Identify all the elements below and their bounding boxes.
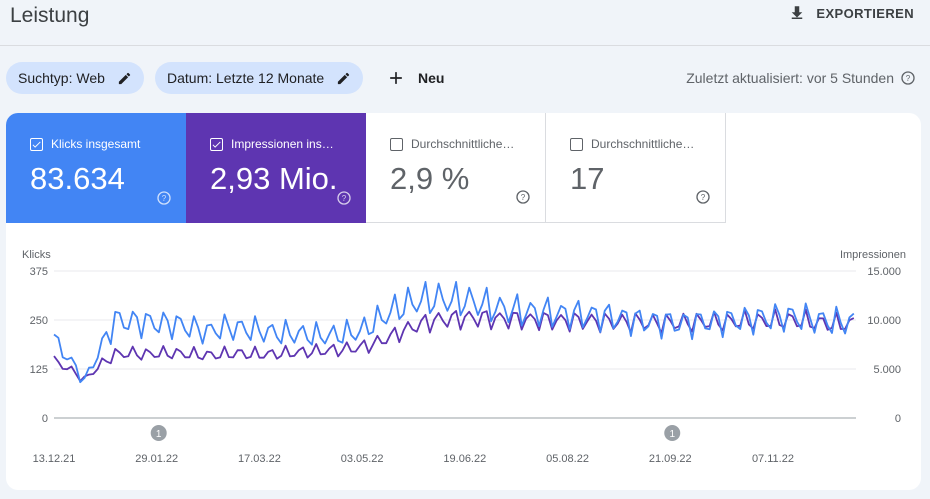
export-label: EXPORTIEREN <box>816 5 914 21</box>
date-filter-chip[interactable]: Datum: Letzte 12 Monate <box>155 62 364 94</box>
new-filter-label: Neu <box>418 70 445 86</box>
y-right-tick-label: 10.000 <box>867 315 901 327</box>
filter-bar: Suchtyp: Web Datum: Letzte 12 Monate Neu… <box>0 62 930 94</box>
x-tick-label: 21.09.22 <box>649 453 692 465</box>
help-icon[interactable]: ? <box>515 189 531 210</box>
svg-text:?: ? <box>701 193 706 202</box>
y-right-axis-title: Impressionen <box>840 249 906 261</box>
x-tick-label: 17.03.22 <box>238 453 281 465</box>
x-tick-label: 13.12.21 <box>33 453 76 465</box>
plus-icon <box>390 72 402 84</box>
performance-card: Klicks insgesamt 83.634 ? Impressionen i… <box>6 113 921 490</box>
last-updated-text: Zuletzt aktualisiert: vor 5 Stunden <box>686 70 894 86</box>
help-icon[interactable]: ? <box>900 70 916 86</box>
metric-label: Durchschnittliche… <box>411 137 515 151</box>
metric-label: Durchschnittliche… <box>591 137 695 151</box>
y-left-tick-label: 250 <box>30 315 48 327</box>
metric-value: 17 <box>570 161 605 196</box>
metric-label: Impressionen ins… <box>231 137 334 151</box>
y-left-tick-label: 375 <box>30 266 48 278</box>
pencil-icon[interactable] <box>117 71 132 86</box>
x-tick-label: 07.11.22 <box>752 453 794 465</box>
x-tick-label: 29.01.22 <box>135 453 178 465</box>
annotation-marker <box>664 425 681 441</box>
metric-value: 2,93 Mio. <box>210 161 338 196</box>
y-left-axis-title: Klicks <box>22 249 51 261</box>
help-icon[interactable]: ? <box>695 189 711 210</box>
pencil-icon[interactable] <box>336 71 351 86</box>
y-left-tick-label: 125 <box>30 364 48 376</box>
annotation-label: 1 <box>669 429 675 440</box>
metric-card-impressions[interactable]: Impressionen ins… 2,93 Mio. ? <box>186 113 366 223</box>
metric-card-ctr[interactable]: Durchschnittliche… 2,9 % ? <box>366 113 546 223</box>
metric-value: 83.634 <box>30 161 125 196</box>
export-button[interactable]: EXPORTIEREN <box>788 4 914 22</box>
annotation-marker <box>150 425 167 441</box>
search-type-filter-chip[interactable]: Suchtyp: Web <box>6 62 144 94</box>
metric-value: 2,9 % <box>390 161 470 196</box>
svg-text:?: ? <box>342 194 347 203</box>
svg-text:?: ? <box>162 194 167 203</box>
x-tick-label: 05.08.22 <box>546 453 589 465</box>
y-right-tick-label: 0 <box>895 413 901 425</box>
y-right-tick-label: 15.000 <box>867 266 901 278</box>
svg-text:?: ? <box>521 193 526 202</box>
download-icon <box>792 6 803 19</box>
checkbox-checked-icon[interactable] <box>210 137 223 151</box>
metric-card-position[interactable]: Durchschnittliche… 17 ? <box>546 113 726 223</box>
annotation-label: 1 <box>156 429 162 440</box>
last-updated-info: Zuletzt aktualisiert: vor 5 Stunden ? <box>686 62 916 94</box>
series-line-clicks <box>53 281 855 384</box>
page-title: Leistung <box>10 4 90 27</box>
performance-chart: Klicks Impressionen 375 15.000 250 10.000 125 5… <box>22 249 906 465</box>
checkbox-unchecked-icon[interactable] <box>390 137 403 151</box>
help-icon[interactable]: ? <box>336 190 352 211</box>
y-right-tick-label: 5.000 <box>873 364 901 376</box>
checkbox-unchecked-icon[interactable] <box>570 137 583 151</box>
help-icon[interactable]: ? <box>156 190 172 211</box>
svg-text:?: ? <box>906 74 911 83</box>
page-header: Leistung EXPORTIEREN <box>0 0 930 46</box>
search-type-label: Suchtyp: Web <box>18 70 105 86</box>
new-filter-button[interactable]: Neu <box>386 62 444 94</box>
x-tick-label: 19.06.22 <box>443 453 486 465</box>
checkbox-checked-icon[interactable] <box>30 137 43 151</box>
x-tick-label: 03.05.22 <box>341 453 384 465</box>
date-filter-label: Datum: Letzte 12 Monate <box>167 70 325 86</box>
metric-label: Klicks insgesamt <box>51 137 141 151</box>
y-left-tick-label: 0 <box>42 413 48 425</box>
metric-card-clicks[interactable]: Klicks insgesamt 83.634 ? <box>6 113 186 223</box>
